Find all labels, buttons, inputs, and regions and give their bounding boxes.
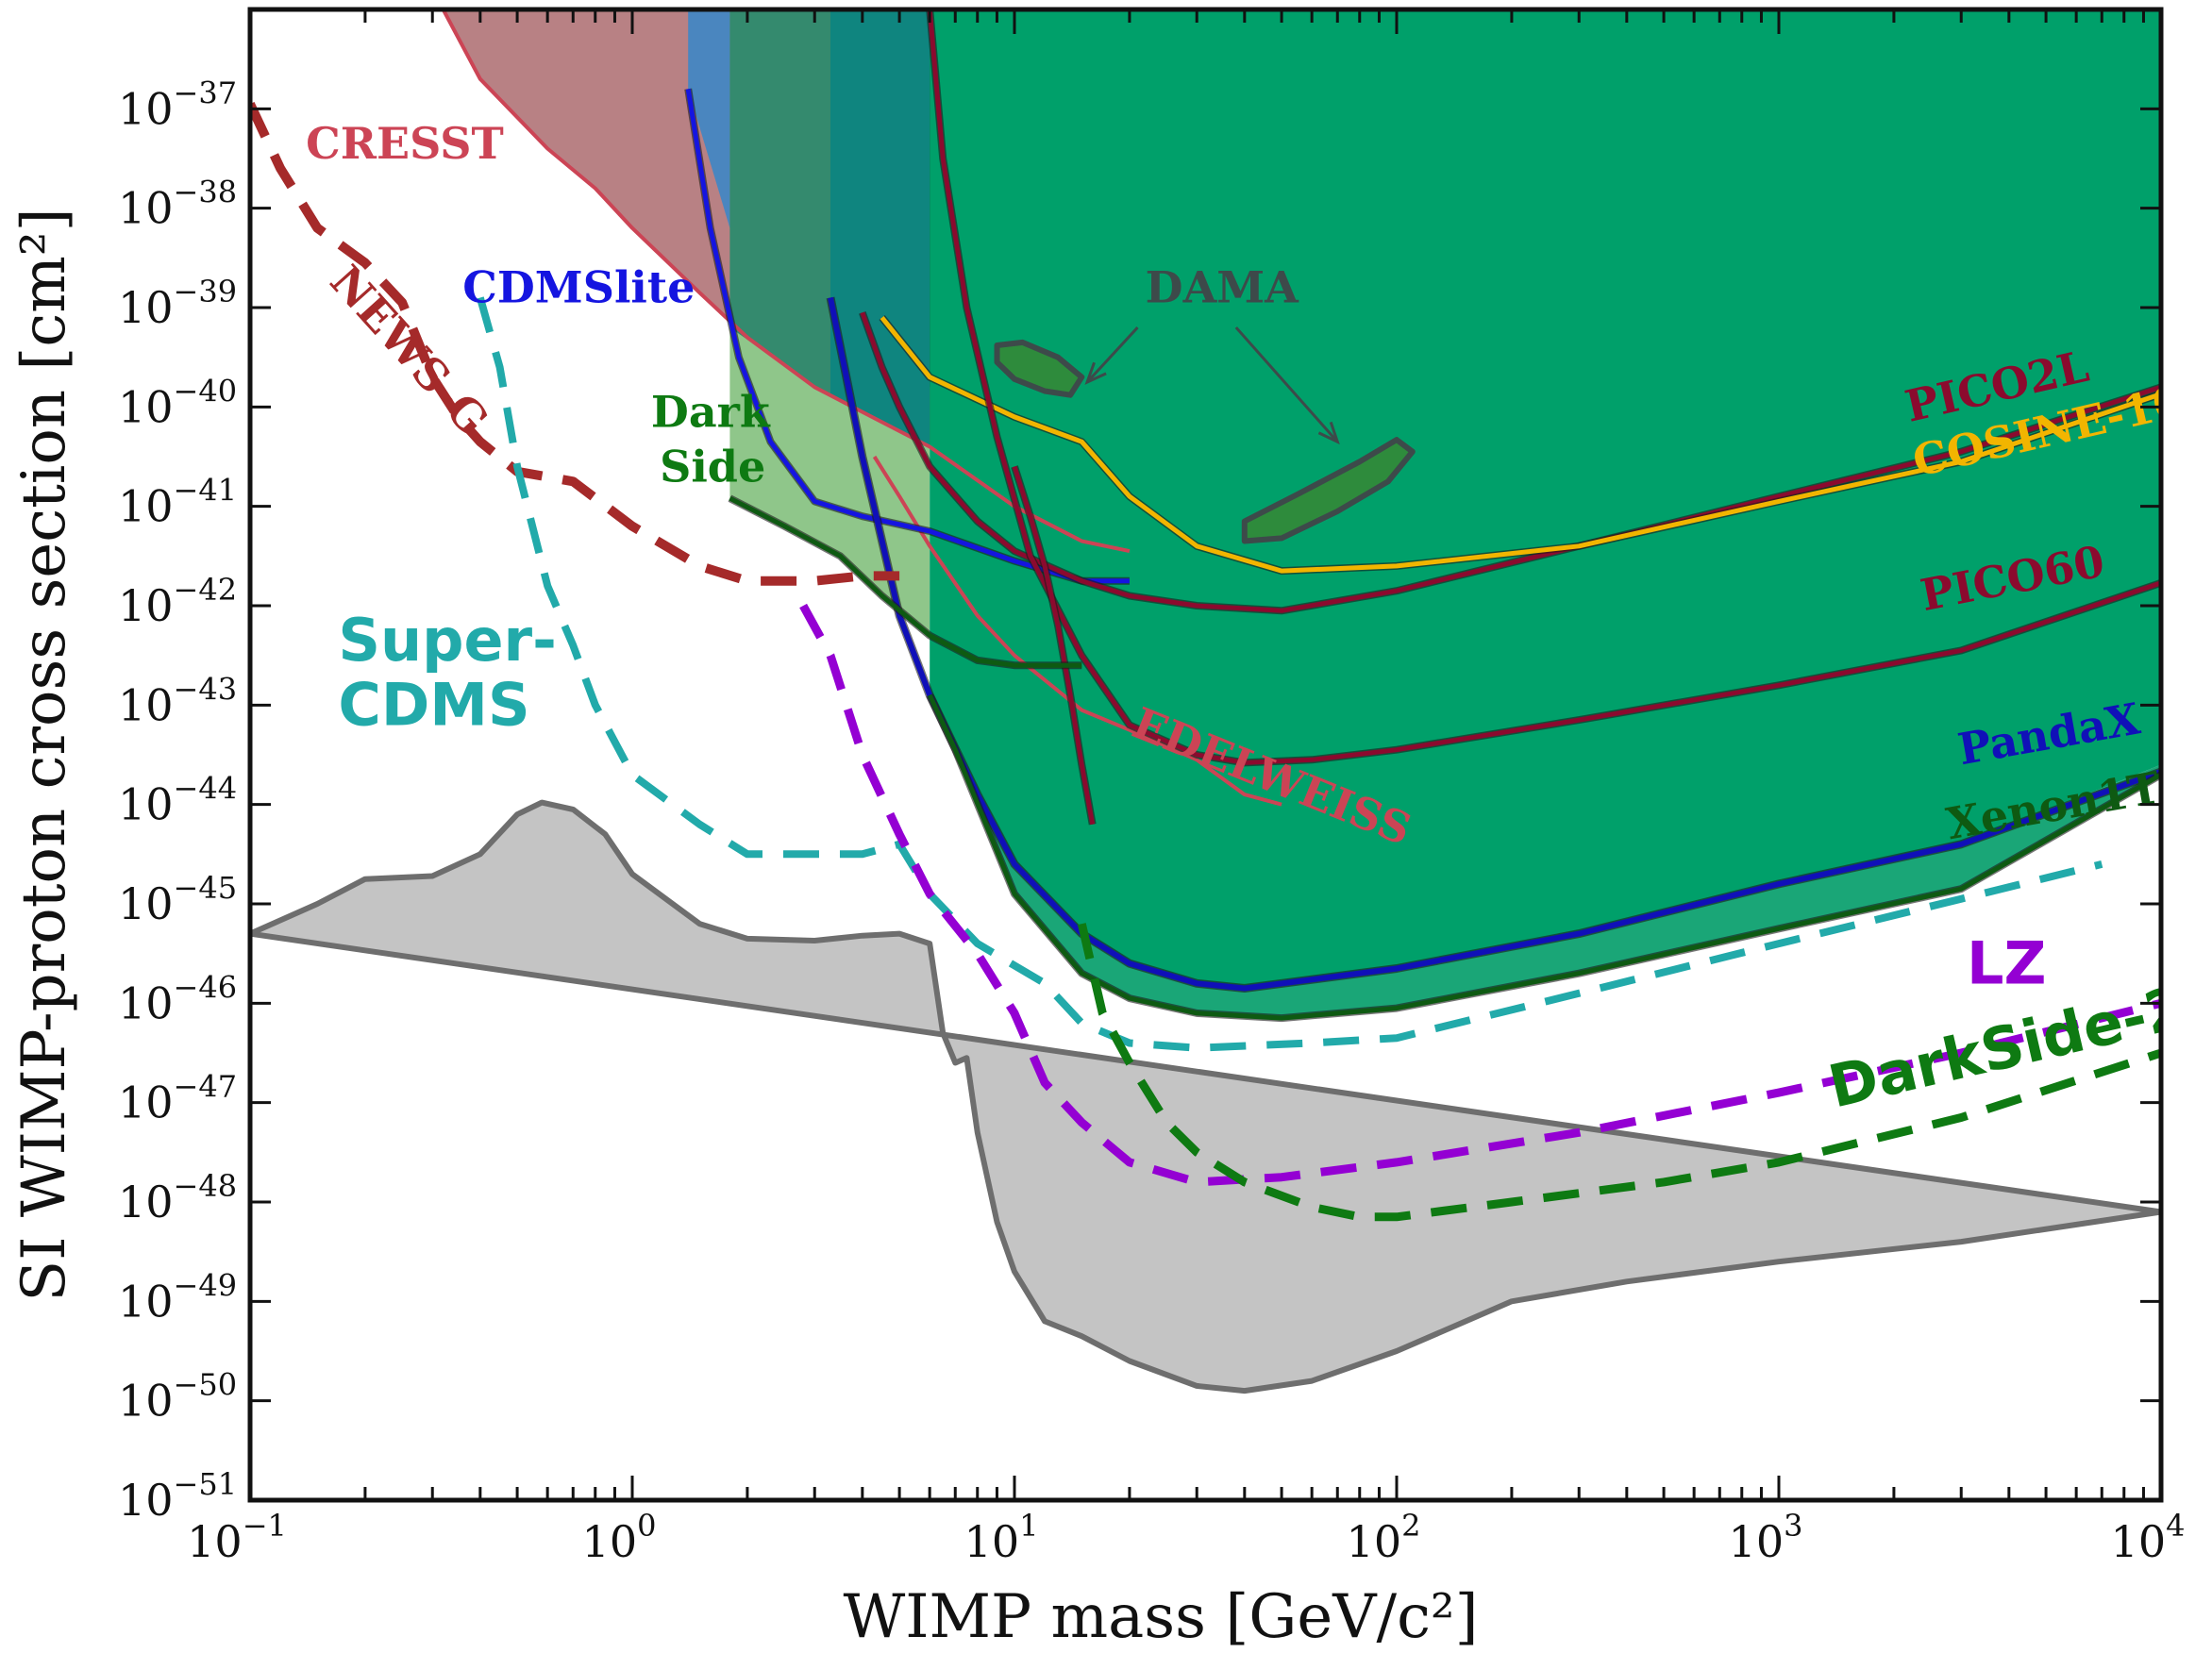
- y-tick-label: 10−43: [118, 671, 237, 730]
- dama-high-region: [1241, 437, 1416, 544]
- cosine-100-curve: [880, 315, 2161, 574]
- label-side: Side: [660, 441, 765, 492]
- dama-arrow-1: [1085, 326, 1139, 384]
- y-axis-title: SI WIMP-proton cross section [cm²]: [9, 208, 79, 1301]
- dama-arrow-2: [1234, 326, 1339, 443]
- y-tick-label: 10−46: [118, 969, 237, 1028]
- dama-low-region: [994, 339, 1085, 398]
- y-tick-label: 10−44: [118, 771, 237, 830]
- lz-curve: [799, 603, 2161, 1187]
- dama-arrow-head-2: [1317, 421, 1340, 445]
- label-lz: LZ: [1967, 928, 2046, 997]
- blue-teal-band-region: [830, 9, 930, 447]
- news-g-curve: [250, 101, 900, 586]
- label-dark: Dark: [651, 386, 771, 437]
- label-cdmslite: CDMSlite: [462, 262, 695, 313]
- xenon1t-curve: [927, 693, 2161, 1021]
- x-tick-label: 102: [1347, 1508, 1421, 1567]
- y-tick-label: 10−51: [118, 1466, 237, 1526]
- label-dama: DAMA: [1146, 262, 1300, 313]
- pandax-curve: [828, 296, 2161, 992]
- darkside-teal-band-region: [729, 9, 830, 397]
- y-tick-label: 10−49: [118, 1267, 237, 1327]
- edelweiss-curve: [872, 455, 1282, 807]
- y-tick-label: 10−41: [118, 473, 237, 532]
- y-tick-label: 10−50: [118, 1367, 237, 1427]
- x-axis-title: WIMP mass [GeV/c²]: [843, 1582, 1478, 1652]
- y-tick-label: 10−39: [118, 274, 237, 333]
- y-tick-label: 10−45: [118, 870, 237, 929]
- darkside-20k-curve: [1077, 923, 2161, 1222]
- x-tick-label: 103: [1729, 1508, 1803, 1567]
- y-tick-label: 10−40: [118, 373, 237, 432]
- x-tick-label: 104: [2111, 1508, 2186, 1567]
- pico60-curve: [927, 9, 2161, 765]
- pico60-steep-curve: [1012, 465, 1096, 826]
- label-cdms: CDMS: [338, 670, 529, 739]
- x-tick-label: 10−1: [187, 1508, 287, 1567]
- y-tick-label: 10−37: [118, 75, 237, 134]
- label-cresst: CRESST: [306, 118, 504, 169]
- plot-frame: [247, 7, 2164, 1503]
- y-tick-label: 10−42: [118, 572, 237, 631]
- cresst-blue-band-region: [688, 9, 730, 228]
- x-tick-label: 101: [964, 1508, 1039, 1567]
- dama-arrow-head-1: [1084, 361, 1107, 385]
- label-super: Super-: [338, 606, 557, 675]
- y-tick-label: 10−48: [118, 1168, 237, 1227]
- darkside-curve: [729, 495, 1082, 668]
- x-tick-label: 100: [582, 1508, 657, 1567]
- y-tick-label: 10−47: [118, 1069, 237, 1128]
- y-tick-label: 10−38: [118, 175, 237, 234]
- xenon-excluded-region: [930, 9, 2161, 989]
- neutrino-floor-region: [250, 799, 2161, 1394]
